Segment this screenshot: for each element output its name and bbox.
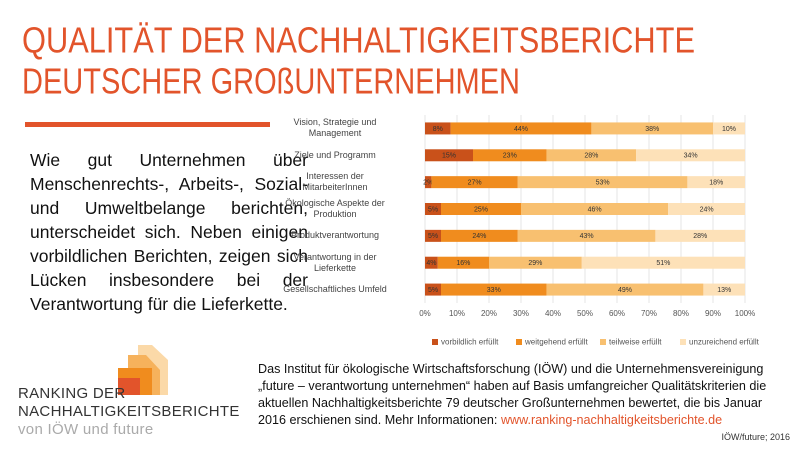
value-label: 29% bbox=[528, 260, 542, 267]
bar-segment bbox=[425, 176, 432, 189]
bar-segment bbox=[425, 229, 441, 242]
value-label: 49% bbox=[618, 287, 632, 294]
value-label: 24% bbox=[700, 206, 714, 213]
value-label: 16% bbox=[456, 260, 470, 267]
category-label: Interessen der MitarbeiterInnen bbox=[302, 171, 368, 193]
legend-label: weitgehend erfüllt bbox=[524, 338, 588, 347]
bar-segment bbox=[425, 283, 441, 296]
value-label: 4% bbox=[426, 260, 436, 267]
bar-segment bbox=[668, 203, 745, 215]
bar-segment bbox=[687, 176, 745, 189]
bar-segment bbox=[546, 283, 704, 296]
x-tick-label: 100% bbox=[735, 309, 755, 318]
value-label: 28% bbox=[584, 153, 598, 160]
logo-text: RANKING DER bbox=[18, 385, 126, 402]
bar-segment bbox=[441, 283, 547, 296]
bar-segment bbox=[441, 203, 521, 215]
value-label: 10% bbox=[722, 126, 736, 133]
description-text: Das Institut für ökologische Wirtschafts… bbox=[258, 362, 767, 427]
x-tick-label: 30% bbox=[513, 309, 529, 318]
category-label: Vision, Strategie und Management bbox=[293, 117, 377, 139]
value-label: 13% bbox=[717, 287, 731, 294]
category-label: Ökologische Aspekte der Produktion bbox=[285, 198, 385, 219]
legend-label: unzureichend erfüllt bbox=[689, 338, 760, 347]
legend-swatch bbox=[516, 339, 522, 345]
source: IÖW/future; 2016 bbox=[721, 432, 790, 442]
bar-segment bbox=[425, 203, 441, 215]
value-label: 43% bbox=[580, 233, 594, 240]
logo-text: NACHHALTIGKEITSBERICHTE bbox=[18, 403, 240, 420]
bar-segment bbox=[517, 176, 688, 189]
value-label: 18% bbox=[709, 179, 723, 186]
bar-segment bbox=[655, 229, 745, 242]
value-label: 53% bbox=[596, 179, 610, 186]
value-label: 33% bbox=[487, 287, 501, 294]
value-label: 24% bbox=[472, 233, 486, 240]
x-tick-label: 20% bbox=[481, 309, 497, 318]
category-label: Verantwortung in der Lieferkette bbox=[293, 251, 377, 273]
logo-mark bbox=[118, 345, 168, 395]
bar-segment bbox=[581, 256, 745, 269]
value-label: 38% bbox=[645, 126, 659, 133]
value-label: 46% bbox=[588, 206, 602, 213]
bar-segment bbox=[425, 122, 451, 135]
value-label: 5% bbox=[428, 206, 438, 213]
value-label: 25% bbox=[474, 206, 488, 213]
value-label: 5% bbox=[428, 233, 438, 240]
bar-segment bbox=[450, 122, 592, 135]
bar-segment bbox=[703, 283, 745, 296]
bar-segment bbox=[441, 229, 518, 242]
bar-segment bbox=[437, 256, 489, 269]
legend-swatch bbox=[680, 339, 686, 345]
link[interactable]: www.ranking-nachhaltigkeitsberichte.de bbox=[500, 413, 723, 427]
bar-segment bbox=[489, 256, 582, 269]
x-tick-label: 0% bbox=[419, 309, 431, 318]
bar-segment bbox=[521, 203, 669, 215]
value-label: 28% bbox=[693, 233, 707, 240]
x-tick-label: 40% bbox=[545, 309, 561, 318]
value-label: 44% bbox=[514, 126, 528, 133]
intro-text: Wie gut Unternehmen über Menschenrechts-… bbox=[30, 150, 308, 314]
bar-segment bbox=[517, 229, 656, 242]
bar-segment bbox=[473, 149, 547, 162]
bar-segment bbox=[546, 149, 637, 162]
value-label: 23% bbox=[503, 153, 517, 160]
legend-swatch bbox=[432, 339, 438, 345]
accent-bar bbox=[25, 122, 270, 127]
bar-segment bbox=[713, 122, 745, 135]
value-label: 27% bbox=[468, 179, 482, 186]
title-line: DEUTSCHER GROßUNTERNEHMEN bbox=[22, 61, 520, 102]
description: Das Institut für ökologische Wirtschafts… bbox=[258, 361, 793, 429]
x-tick-label: 50% bbox=[577, 309, 593, 318]
value-label: 8% bbox=[433, 126, 443, 133]
legend-label: vorbildlich erfüllt bbox=[441, 338, 499, 347]
x-tick-label: 70% bbox=[641, 309, 657, 318]
value-label: 5% bbox=[428, 287, 438, 294]
value-label: 51% bbox=[656, 260, 670, 267]
value-label: 2% bbox=[423, 179, 433, 186]
bar-segment bbox=[425, 149, 473, 162]
bar-segment bbox=[425, 256, 438, 269]
bar-segment bbox=[431, 176, 518, 189]
x-tick-label: 90% bbox=[705, 309, 721, 318]
title-line: QUALITÄT DER NACHHALTIGKEITSBERICHTE bbox=[22, 20, 695, 61]
logo-subtext: von IÖW und future bbox=[18, 421, 154, 438]
value-label: 15% bbox=[442, 153, 456, 160]
value-label: 34% bbox=[684, 153, 698, 160]
x-tick-label: 60% bbox=[609, 309, 625, 318]
legend-swatch bbox=[600, 339, 606, 345]
category-label: Produktverantwortung bbox=[290, 230, 380, 241]
x-tick-label: 10% bbox=[449, 309, 465, 318]
bar-segment bbox=[591, 122, 713, 135]
category-label: Ziele und Programm bbox=[294, 149, 376, 160]
category-label: Gesellschaftliches Umfeld bbox=[283, 284, 387, 295]
x-tick-label: 80% bbox=[673, 309, 689, 318]
bar-segment bbox=[636, 149, 745, 162]
legend-label: teilweise erfüllt bbox=[609, 338, 662, 347]
